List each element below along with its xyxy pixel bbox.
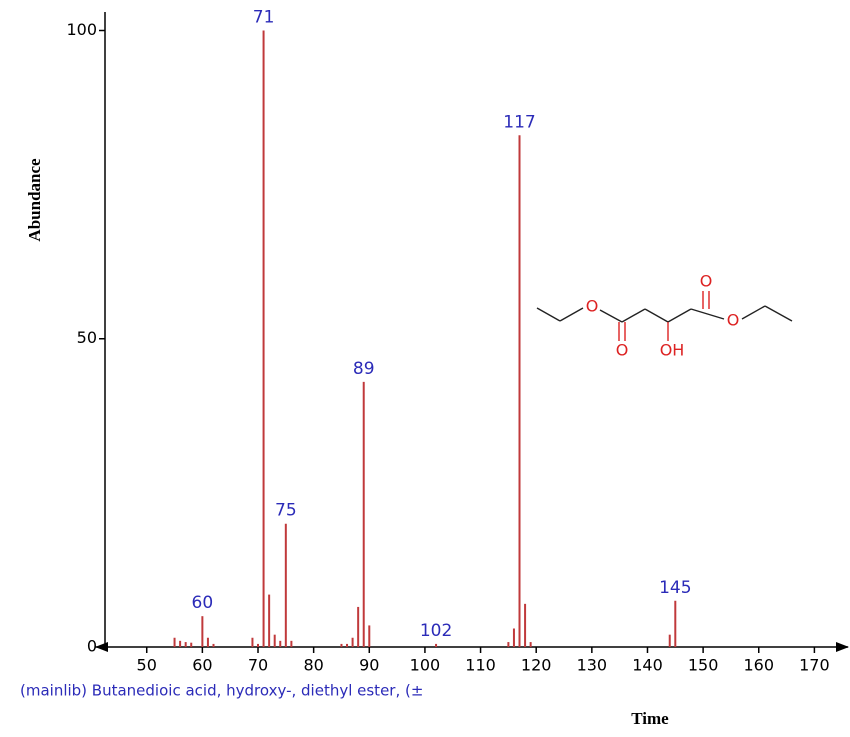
peak-label: 75 [275,501,297,521]
x-axis-title: Time [631,709,669,728]
peak-label: 102 [420,621,452,641]
x-tick-label: 90 [359,656,379,675]
x-tick-label: 80 [303,656,323,675]
y-tick-label: 50 [77,328,97,347]
x-tick-label: 70 [248,656,268,675]
x-tick-label: 130 [577,656,608,675]
peak-label: 71 [253,7,275,27]
y-tick-label: 100 [66,20,97,39]
x-tick-label: 100 [410,656,441,675]
atom-label: O [727,311,740,330]
x-tick-label: 110 [465,656,496,675]
atom-label: O [616,341,629,360]
atom-label: O [586,297,599,316]
atom-label: OH [660,341,685,360]
x-tick-label: 140 [632,656,663,675]
axis-arrow [836,642,849,652]
x-tick-label: 160 [743,656,774,675]
x-tick-label: 170 [799,656,830,675]
x-tick-label: 120 [521,656,552,675]
y-tick-label: 0 [87,637,97,656]
x-tick-label: 60 [192,656,212,675]
peak-label: 60 [192,593,214,613]
peak-label: 145 [659,578,691,598]
x-tick-label: 50 [137,656,157,675]
atom-label: O [700,272,713,291]
x-tick-label: 150 [688,656,719,675]
peak-label: 89 [353,359,375,379]
peak-label: 117 [503,112,535,132]
y-axis-title: Abundance [25,158,44,242]
molecule: O O OH O O [536,272,793,360]
caption: (mainlib) Butanedioic acid, hydroxy-, di… [20,682,423,700]
